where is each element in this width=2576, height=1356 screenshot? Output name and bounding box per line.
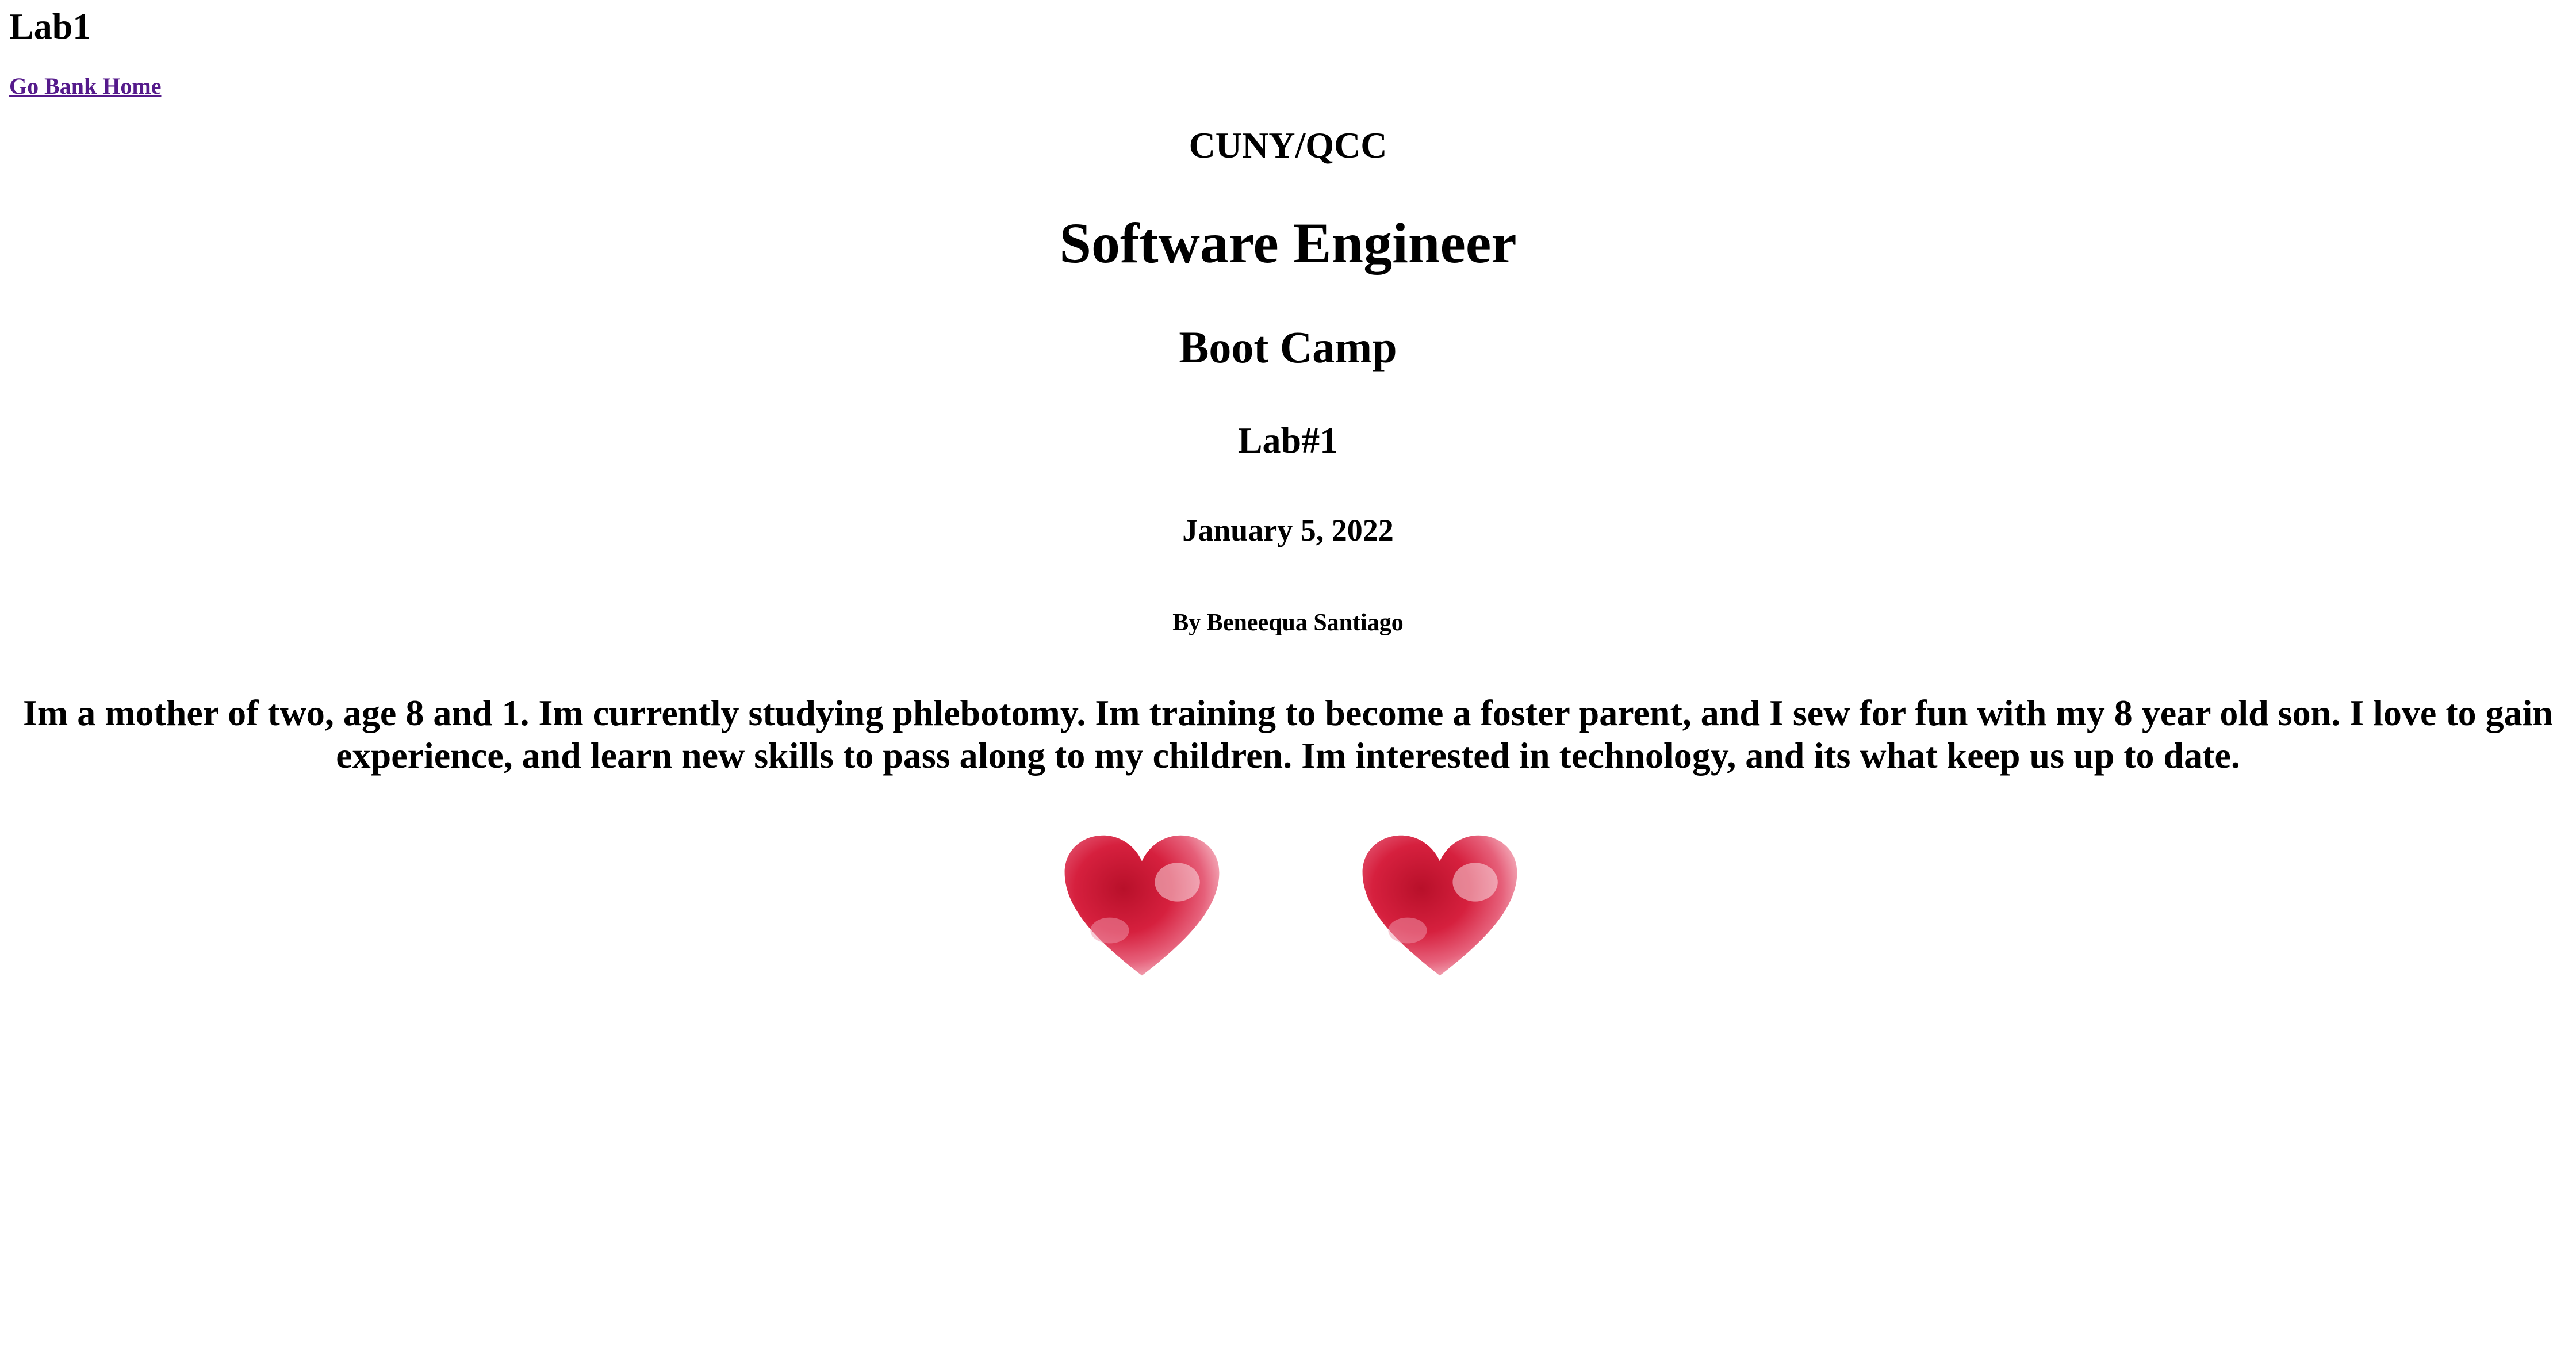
lab-heading: Lab#1 xyxy=(1237,420,1339,461)
bootcamp-heading: Boot Camp xyxy=(1179,322,1397,372)
date-heading: January 5, 2022 xyxy=(1182,513,1394,547)
go-bank-home-link[interactable]: Go Bank Home xyxy=(9,73,162,99)
author-heading: By Beneequa Santiago xyxy=(1172,610,1404,636)
bio-paragraph: Im a mother of two, age 8 and 1. Im curr… xyxy=(22,692,2554,776)
page-heading: Lab1 xyxy=(9,6,91,47)
heart-image-right xyxy=(1362,835,1517,976)
heart-image-left xyxy=(1064,835,1220,976)
org-heading: CUNY/QCC xyxy=(1189,125,1387,166)
title-heading: Software Engineer xyxy=(1059,211,1517,275)
